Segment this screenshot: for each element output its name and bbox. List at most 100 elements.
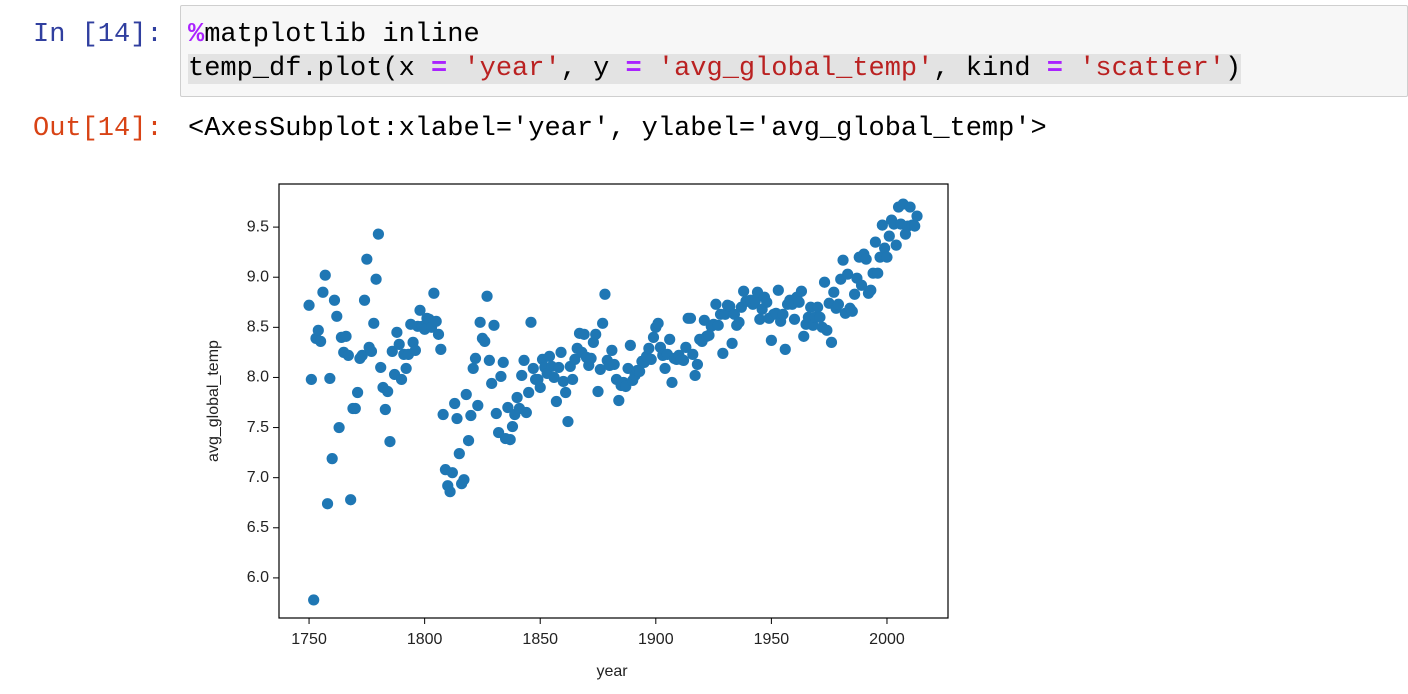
scatter-point bbox=[777, 308, 789, 320]
scatter-point bbox=[879, 242, 891, 254]
scatter-point bbox=[849, 288, 861, 300]
scatter-point bbox=[677, 354, 690, 367]
scatter-point bbox=[613, 394, 625, 407]
scatter-point bbox=[691, 358, 704, 371]
scatter-point bbox=[779, 343, 791, 355]
code-token: = bbox=[1046, 54, 1063, 84]
scatter-point bbox=[511, 391, 523, 404]
scatter-point bbox=[358, 294, 371, 306]
scatter-point bbox=[557, 375, 569, 388]
scatter-point bbox=[606, 344, 618, 356]
code-token: matplotlib inline bbox=[204, 20, 480, 50]
scatter-point bbox=[726, 337, 738, 349]
scatter-point bbox=[516, 369, 528, 382]
scatter-point bbox=[717, 347, 729, 359]
scatter-point bbox=[622, 362, 634, 375]
scatter-point bbox=[342, 349, 354, 361]
scatter-point bbox=[788, 313, 801, 325]
scatter-point bbox=[795, 285, 808, 297]
code-token: , kind bbox=[933, 54, 1047, 84]
x-tick-label: 1850 bbox=[522, 631, 558, 648]
y-tick-label: 9.0 bbox=[247, 268, 269, 285]
code-token: = bbox=[431, 54, 448, 84]
scatter-point bbox=[566, 373, 579, 386]
scatter-point bbox=[356, 349, 368, 361]
scatter-point bbox=[876, 219, 888, 231]
code-token: 'year' bbox=[447, 54, 561, 84]
scatter-point bbox=[647, 331, 660, 343]
scatter-point bbox=[488, 319, 500, 331]
y-tick-label: 8.0 bbox=[247, 369, 269, 386]
scatter-point bbox=[738, 285, 750, 297]
scatter-point bbox=[497, 356, 509, 369]
scatter-point bbox=[483, 354, 495, 367]
scatter-point bbox=[495, 370, 507, 383]
scatter-point bbox=[409, 344, 421, 356]
scatter-point bbox=[379, 403, 391, 416]
x-tick-label: 1750 bbox=[291, 631, 327, 648]
scatter-point bbox=[664, 333, 676, 345]
scatter-point bbox=[846, 305, 858, 317]
scatter-point bbox=[659, 362, 671, 375]
scatter-point bbox=[365, 345, 378, 357]
scatter-point bbox=[560, 386, 572, 399]
scatter-point bbox=[451, 412, 463, 425]
code-token: 'avg_global_temp' bbox=[641, 54, 934, 84]
y-tick-label: 6.5 bbox=[247, 519, 269, 536]
scatter-point bbox=[818, 276, 831, 288]
y-tick-label: 8.5 bbox=[247, 319, 269, 336]
scatter-point bbox=[712, 319, 724, 331]
scatter-point bbox=[368, 317, 380, 329]
scatter-point bbox=[351, 386, 364, 399]
scatter-point bbox=[749, 295, 761, 307]
code-token: = bbox=[625, 54, 642, 84]
input-prompt: In [14]: bbox=[33, 20, 163, 50]
scatter-point bbox=[594, 363, 606, 376]
scatter-point bbox=[349, 402, 361, 415]
x-tick-label: 2000 bbox=[869, 631, 905, 648]
scatter-point bbox=[469, 352, 482, 365]
scatter-point bbox=[883, 230, 895, 242]
scatter-point bbox=[326, 453, 338, 465]
scatter-point bbox=[904, 201, 916, 213]
scatter-point bbox=[527, 362, 539, 375]
scatter-point bbox=[375, 361, 387, 374]
scatter-point bbox=[837, 254, 849, 266]
scatter-point bbox=[479, 335, 491, 347]
scatter-point bbox=[361, 253, 373, 265]
scatter-point bbox=[386, 345, 398, 357]
scatter-point bbox=[400, 362, 412, 375]
y-tick-label: 7.0 bbox=[247, 469, 269, 486]
scatter-point bbox=[345, 494, 357, 506]
scatter-point bbox=[414, 304, 426, 316]
code-line: temp_df.plot(x = 'year', y = 'avg_global… bbox=[188, 54, 1242, 84]
scatter-point bbox=[543, 350, 556, 362]
scatter-point bbox=[869, 236, 882, 248]
scatter-point bbox=[865, 284, 877, 296]
scatter-point bbox=[555, 346, 567, 358]
y-tick-label: 6.0 bbox=[247, 569, 269, 586]
scatter-point bbox=[462, 434, 475, 447]
scatter-point bbox=[308, 594, 320, 606]
code-line: %matplotlib inline bbox=[188, 20, 480, 50]
scatter-point bbox=[710, 298, 722, 310]
scatter-point bbox=[592, 385, 604, 398]
scatter-point bbox=[832, 298, 845, 310]
scatter-point bbox=[624, 339, 636, 351]
scatter-point bbox=[315, 335, 327, 347]
scatter-point bbox=[391, 326, 403, 338]
scatter-point bbox=[435, 343, 447, 355]
scatter-point bbox=[520, 406, 532, 419]
scatter-point bbox=[502, 401, 514, 414]
scatter-point bbox=[534, 381, 546, 394]
scatter-point bbox=[453, 448, 465, 460]
scatter-point bbox=[321, 498, 334, 510]
scatter-point bbox=[465, 409, 477, 422]
scatter-point bbox=[689, 369, 701, 382]
code-token: % bbox=[188, 20, 205, 50]
scatter-point bbox=[331, 310, 343, 322]
scatter-point bbox=[643, 342, 655, 354]
scatter-point bbox=[504, 433, 516, 446]
scatter-point bbox=[525, 316, 537, 328]
scatter-point bbox=[474, 316, 486, 328]
